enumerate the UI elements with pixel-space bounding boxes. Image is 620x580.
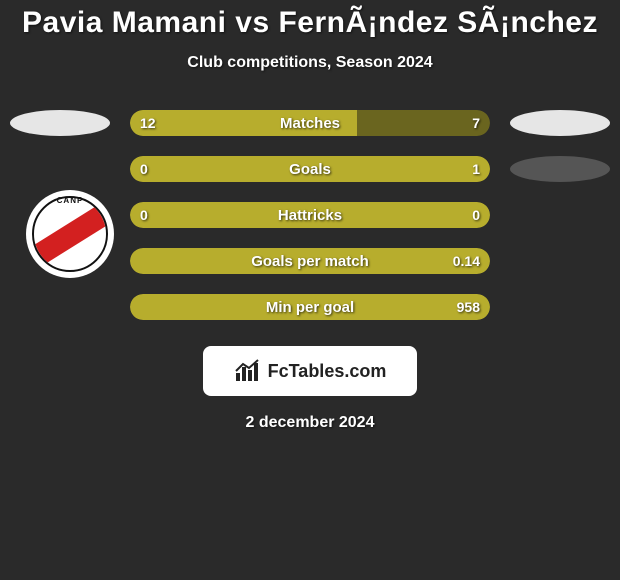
stat-bar: 01Goals [130, 156, 490, 182]
stat-label: Matches [130, 110, 490, 136]
stat-bar: 127Matches [130, 110, 490, 136]
stat-bar: 00Hattricks [130, 202, 490, 228]
side-badge-left [10, 110, 110, 136]
comparison-infographic: Pavia Mamani vs FernÃ¡ndez SÃ¡nchez Club… [0, 0, 620, 432]
side-badge-right [510, 110, 610, 136]
stat-bar: 958Min per goal [130, 294, 490, 320]
stat-row: 958Min per goal [0, 294, 620, 320]
stat-row: 127Matches [0, 110, 620, 136]
stat-label: Hattricks [130, 202, 490, 228]
stat-rows: 127Matches 01Goals 00Hattricks 0.14Goals pe… [0, 110, 620, 320]
stat-bar: 0.14Goals per match [130, 248, 490, 274]
fctables-logo: FcTables.com [203, 346, 417, 396]
stat-row: 00Hattricks [0, 202, 620, 228]
logo-text: FcTables.com [268, 361, 387, 382]
stat-label: Min per goal [130, 294, 490, 320]
subtitle: Club competitions, Season 2024 [0, 54, 620, 72]
bar-chart-icon [234, 359, 262, 383]
stat-label: Goals [130, 156, 490, 182]
stat-label: Goals per match [130, 248, 490, 274]
page-title: Pavia Mamani vs FernÃ¡ndez SÃ¡nchez [0, 6, 620, 40]
stat-row: 01Goals [0, 156, 620, 182]
side-badge-right [510, 156, 610, 182]
stat-row: 0.14Goals per match [0, 248, 620, 274]
date-text: 2 december 2024 [0, 414, 620, 432]
